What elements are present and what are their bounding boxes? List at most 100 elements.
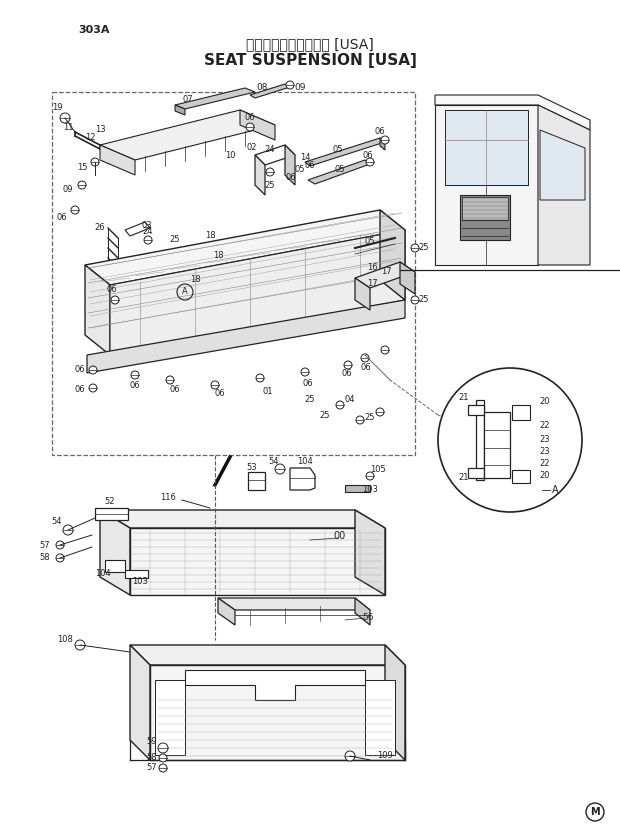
Circle shape	[286, 81, 294, 89]
Polygon shape	[125, 222, 150, 236]
Text: 06: 06	[361, 364, 371, 372]
Text: 53: 53	[247, 462, 257, 471]
Polygon shape	[445, 110, 528, 185]
Polygon shape	[365, 680, 395, 755]
Text: 20: 20	[540, 398, 551, 407]
Text: 21: 21	[459, 474, 469, 482]
Circle shape	[166, 376, 174, 384]
Polygon shape	[290, 468, 315, 490]
Text: 10: 10	[224, 151, 235, 160]
Circle shape	[381, 136, 389, 144]
Circle shape	[438, 368, 582, 512]
Text: 06: 06	[304, 160, 316, 170]
Text: 06: 06	[342, 370, 352, 379]
Text: 06: 06	[74, 385, 86, 394]
Text: 06: 06	[363, 151, 373, 160]
Circle shape	[89, 384, 97, 392]
Text: 17: 17	[366, 280, 378, 289]
Polygon shape	[255, 155, 265, 195]
Text: 05: 05	[365, 237, 375, 246]
Text: 52: 52	[105, 498, 115, 506]
Text: 25: 25	[365, 414, 375, 423]
Circle shape	[345, 751, 355, 761]
Polygon shape	[305, 138, 385, 166]
Polygon shape	[462, 197, 508, 220]
Text: 23: 23	[539, 447, 551, 457]
Polygon shape	[248, 472, 265, 490]
Text: 18: 18	[190, 275, 200, 284]
Text: 58: 58	[40, 553, 50, 562]
Circle shape	[158, 743, 168, 753]
Polygon shape	[255, 145, 295, 165]
Text: 14: 14	[299, 152, 310, 161]
Circle shape	[56, 541, 64, 549]
Circle shape	[56, 554, 64, 562]
Text: 06: 06	[215, 389, 225, 398]
Text: 22: 22	[540, 460, 551, 469]
Circle shape	[376, 408, 384, 416]
Polygon shape	[218, 598, 370, 610]
Text: 12: 12	[85, 133, 95, 142]
Polygon shape	[100, 510, 385, 528]
Text: 06: 06	[170, 385, 180, 394]
Text: 06: 06	[107, 285, 117, 294]
Text: 26: 26	[95, 223, 105, 232]
Polygon shape	[110, 230, 405, 355]
Circle shape	[336, 401, 344, 409]
Circle shape	[256, 374, 264, 382]
Circle shape	[63, 525, 73, 535]
Polygon shape	[95, 508, 128, 520]
Polygon shape	[150, 665, 405, 760]
Text: 103: 103	[132, 577, 148, 586]
Polygon shape	[100, 510, 130, 595]
Circle shape	[91, 158, 99, 166]
Text: 05: 05	[335, 165, 345, 174]
Text: 103: 103	[362, 485, 378, 495]
Text: 06: 06	[286, 174, 296, 183]
Polygon shape	[512, 470, 530, 483]
Circle shape	[526, 460, 534, 468]
Polygon shape	[85, 210, 405, 285]
Text: 18: 18	[205, 231, 215, 240]
Text: 06: 06	[374, 127, 385, 136]
Polygon shape	[125, 570, 148, 578]
Polygon shape	[100, 145, 135, 175]
Circle shape	[131, 371, 139, 379]
Polygon shape	[355, 262, 415, 288]
Polygon shape	[540, 130, 585, 200]
Polygon shape	[218, 598, 235, 625]
Text: 25: 25	[418, 295, 429, 304]
Text: 104: 104	[95, 570, 111, 579]
Text: 06: 06	[303, 380, 313, 389]
Polygon shape	[308, 160, 370, 184]
Circle shape	[159, 764, 167, 772]
Circle shape	[361, 354, 369, 362]
Circle shape	[75, 640, 85, 650]
Polygon shape	[345, 485, 370, 492]
Text: シートサスペンション [USA]: シートサスペンション [USA]	[246, 37, 374, 51]
Text: 05: 05	[333, 146, 343, 155]
Text: 09: 09	[294, 84, 306, 93]
Polygon shape	[185, 670, 365, 700]
Text: 25: 25	[305, 395, 315, 404]
Polygon shape	[87, 300, 405, 373]
Text: 24: 24	[143, 227, 153, 237]
Polygon shape	[155, 680, 185, 755]
Polygon shape	[538, 105, 590, 265]
Text: 108: 108	[57, 635, 73, 644]
Circle shape	[159, 754, 167, 762]
Text: 303A: 303A	[78, 25, 110, 35]
Circle shape	[211, 381, 219, 389]
Text: 54: 54	[51, 518, 62, 527]
Text: SEAT SUSPENSION [USA]: SEAT SUSPENSION [USA]	[203, 52, 417, 68]
Polygon shape	[130, 528, 385, 595]
Text: 59: 59	[147, 738, 157, 747]
Text: 00: 00	[334, 531, 346, 541]
Circle shape	[111, 296, 119, 304]
Circle shape	[78, 181, 86, 189]
Text: 16: 16	[366, 264, 378, 273]
Polygon shape	[468, 405, 484, 415]
Polygon shape	[285, 145, 295, 185]
Text: 23: 23	[539, 436, 551, 444]
Polygon shape	[175, 88, 255, 109]
